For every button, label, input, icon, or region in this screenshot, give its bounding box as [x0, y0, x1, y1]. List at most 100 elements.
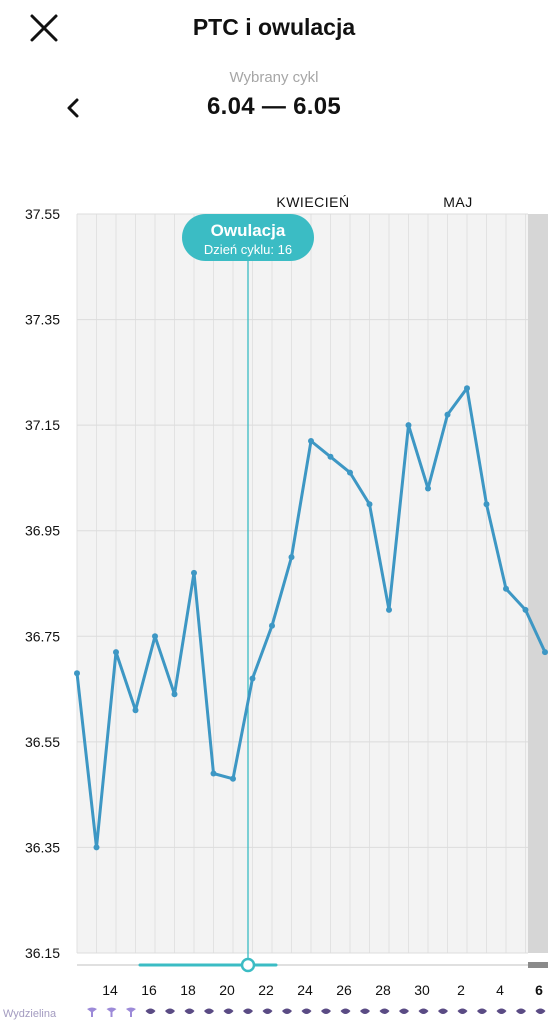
close-icon — [30, 14, 58, 42]
chevron-left-icon — [67, 98, 79, 118]
y-tick-label: 37.35 — [25, 312, 60, 328]
x-tick-label: 20 — [219, 982, 235, 998]
mucus-icon-shape — [87, 1007, 97, 1017]
mucus-icon-shape — [301, 1008, 312, 1014]
mucus-dark-icon — [184, 1008, 195, 1014]
plot-area — [77, 214, 528, 953]
mucus-dark-icon — [321, 1008, 331, 1014]
temperature-point — [327, 453, 334, 460]
mucus-icon-shape — [438, 1008, 448, 1014]
x-tick-label: 6 — [535, 982, 543, 998]
mucus-icon-shape — [496, 1008, 507, 1014]
y-tick-label: 36.95 — [25, 523, 60, 539]
temperature-point — [483, 501, 490, 508]
temperature-point — [503, 585, 509, 592]
mucus-icon-shape — [223, 1008, 234, 1014]
ovulation-title: Owulacja — [211, 221, 286, 240]
cycle-range: 6.04 — 6.05 — [206, 93, 342, 120]
mucus-dark-icon — [301, 1008, 312, 1014]
ovulation-badge: Owulacja Dzień cyklu: 16 — [182, 214, 314, 261]
mucus-light-icon — [126, 1007, 136, 1017]
mucus-light-icon — [106, 1007, 117, 1017]
ovulation-badge-bg — [182, 214, 314, 261]
x-tick-label: 26 — [336, 982, 352, 998]
scrub-handle[interactable] — [240, 957, 256, 973]
mucus-icon-shape — [535, 1008, 546, 1014]
temperature-chart[interactable]: 37.55 37.35 37.15 36.95 36.75 36.55 36.35 36.15… — [0, 185, 548, 1024]
mucus-icon-shape — [321, 1008, 331, 1014]
x-tick-label: 2 — [457, 982, 465, 998]
mucus-dark-icon — [243, 1008, 253, 1014]
x-tick-label: 28 — [375, 982, 391, 998]
temperature-point — [210, 770, 217, 777]
mucus-dark-icon — [165, 1008, 175, 1014]
mucus-dark-icon — [477, 1008, 487, 1014]
mucus-icon-shape — [379, 1008, 390, 1014]
mucus-icon-shape — [282, 1008, 292, 1014]
future-area — [528, 214, 548, 953]
mucus-dark-icon — [223, 1008, 234, 1014]
mucus-icon-shape — [165, 1008, 175, 1014]
temperature-point — [308, 438, 314, 444]
mucus-dark-icon — [457, 1008, 468, 1014]
mucus-icon-shape — [399, 1008, 409, 1014]
mucus-icon-shape — [243, 1008, 253, 1014]
mucus-dark-icon — [204, 1008, 214, 1014]
close-button[interactable] — [26, 10, 62, 46]
temperature-point — [425, 485, 431, 492]
mucus-dark-icon — [399, 1008, 409, 1014]
cycle-label: Wybrany cykl — [229, 69, 319, 86]
mucus-icon-shape — [457, 1008, 468, 1014]
mucus-dark-icon — [535, 1008, 546, 1014]
mucus-icon-shape — [516, 1008, 526, 1014]
temperature-point — [113, 649, 119, 656]
temperature-point — [74, 670, 80, 677]
temperature-point — [522, 606, 529, 613]
temperature-point — [366, 501, 373, 508]
y-tick-label: 36.55 — [25, 734, 60, 750]
mucus-icon-shape — [360, 1008, 370, 1014]
temperature-point — [93, 844, 100, 851]
temperature-point — [405, 422, 412, 429]
x-tick-label: 18 — [180, 982, 196, 998]
x-tick-label: 22 — [258, 982, 274, 998]
x-tick-label: 30 — [414, 982, 430, 998]
previous-cycle-button[interactable] — [60, 92, 88, 124]
temperature-point — [171, 691, 178, 698]
mucus-dark-icon — [360, 1008, 370, 1014]
temperature-point — [288, 554, 295, 561]
mucus-icon-shape — [262, 1008, 273, 1014]
scroll-indicator — [528, 962, 548, 968]
mucus-dark-icon — [496, 1008, 507, 1014]
x-tick-label: 4 — [496, 982, 504, 998]
mucus-dark-icon — [145, 1008, 156, 1014]
y-tick-label: 37.55 — [25, 206, 60, 222]
temperature-point — [386, 606, 392, 613]
mucus-dark-icon — [438, 1008, 448, 1014]
temperature-point — [132, 707, 139, 714]
x-tick-label: 24 — [297, 982, 313, 998]
temperature-point — [249, 675, 256, 682]
page-title: PTC i owulacja — [192, 14, 356, 40]
y-tick-label: 36.75 — [25, 628, 60, 644]
mucus-dark-icon — [418, 1008, 429, 1014]
mucus-dark-icon — [340, 1008, 351, 1014]
temperature-point — [464, 385, 470, 392]
mucus-icon-shape — [126, 1007, 136, 1017]
mucus-icon-shape — [106, 1007, 117, 1017]
y-tick-label: 36.15 — [25, 945, 60, 961]
temperature-point — [444, 411, 451, 418]
temperature-point — [542, 649, 548, 656]
mucus-icon-shape — [418, 1008, 429, 1014]
mucus-dark-icon — [262, 1008, 273, 1014]
mucus-label: Wydzielina — [3, 1008, 57, 1020]
month-label: MAJ — [443, 194, 473, 210]
temperature-point — [152, 633, 158, 640]
x-tick-label: 16 — [141, 982, 157, 998]
mucus-icon-shape — [477, 1008, 487, 1014]
y-tick-label: 37.15 — [25, 417, 60, 433]
mucus-dark-icon — [379, 1008, 390, 1014]
mucus-light-icon — [87, 1007, 97, 1017]
mucus-icon-shape — [340, 1008, 351, 1014]
month-label: KWIECIEŃ — [276, 194, 349, 210]
